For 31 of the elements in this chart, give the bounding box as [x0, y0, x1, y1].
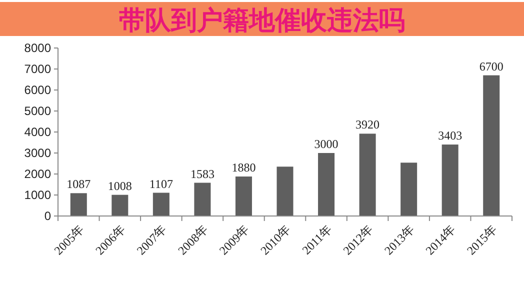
- data-label: 6700: [479, 59, 504, 74]
- y-tick-label: 1000: [24, 188, 52, 202]
- y-tick-label: 2000: [24, 167, 52, 181]
- bar: [318, 153, 335, 216]
- y-tick-label: 7000: [24, 62, 52, 76]
- data-label: 1087: [66, 177, 91, 192]
- data-label: 3920: [356, 118, 380, 132]
- data-label: 1107: [149, 176, 173, 191]
- data-label: 1880: [232, 160, 256, 175]
- bar: [70, 193, 87, 216]
- chart-title: 带队到户籍地催收违法吗: [119, 5, 405, 35]
- data-label: 1008: [108, 178, 132, 193]
- y-tick-label: 4000: [24, 125, 52, 139]
- y-tick-label: 5000: [24, 104, 52, 118]
- bar: [276, 166, 294, 216]
- x-tick-label: 2011年: [299, 222, 334, 258]
- data-label: 1583: [190, 166, 214, 181]
- bar: [112, 194, 128, 216]
- y-tick-label: 8000: [24, 41, 52, 55]
- bar: [400, 162, 418, 216]
- data-label: 3000: [314, 137, 338, 151]
- bar: [359, 134, 376, 216]
- bar: [483, 75, 500, 216]
- bar: [194, 182, 211, 216]
- data-label: 3403: [438, 128, 462, 143]
- bar: [152, 192, 170, 216]
- y-tick-label: 6000: [24, 83, 52, 97]
- y-tick-label: 0: [44, 209, 52, 223]
- bar: [235, 176, 252, 216]
- y-tick-label: 3000: [24, 146, 52, 160]
- bar: [442, 144, 458, 216]
